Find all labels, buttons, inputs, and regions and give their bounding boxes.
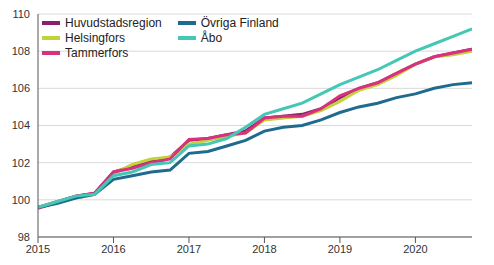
svg-text:2016: 2016 (101, 243, 125, 255)
html-text:Övriga Finland: Övriga Finland (200, 16, 279, 30)
svg-text:106: 106 (12, 82, 30, 94)
svg-text:2018: 2018 (252, 243, 276, 255)
html-text:Tammerfors: Tammerfors (65, 46, 129, 60)
svg-text:2020: 2020 (403, 243, 427, 255)
svg-text:100: 100 (12, 194, 30, 206)
svg-text:2017: 2017 (177, 243, 201, 255)
svg-text:104: 104 (12, 119, 30, 131)
html-text:Åbo: Åbo (200, 31, 223, 45)
html-text:Helsingfors: Helsingfors (65, 31, 125, 45)
svg-text:108: 108 (12, 45, 30, 57)
svg-text:2019: 2019 (328, 243, 352, 255)
svg-text:98: 98 (18, 231, 30, 243)
svg-text:110: 110 (12, 8, 30, 20)
html-text:Huvudstadsregion: Huvudstadsregion (65, 16, 162, 30)
svg-text:102: 102 (12, 157, 30, 169)
svg-text:2015: 2015 (26, 243, 50, 255)
